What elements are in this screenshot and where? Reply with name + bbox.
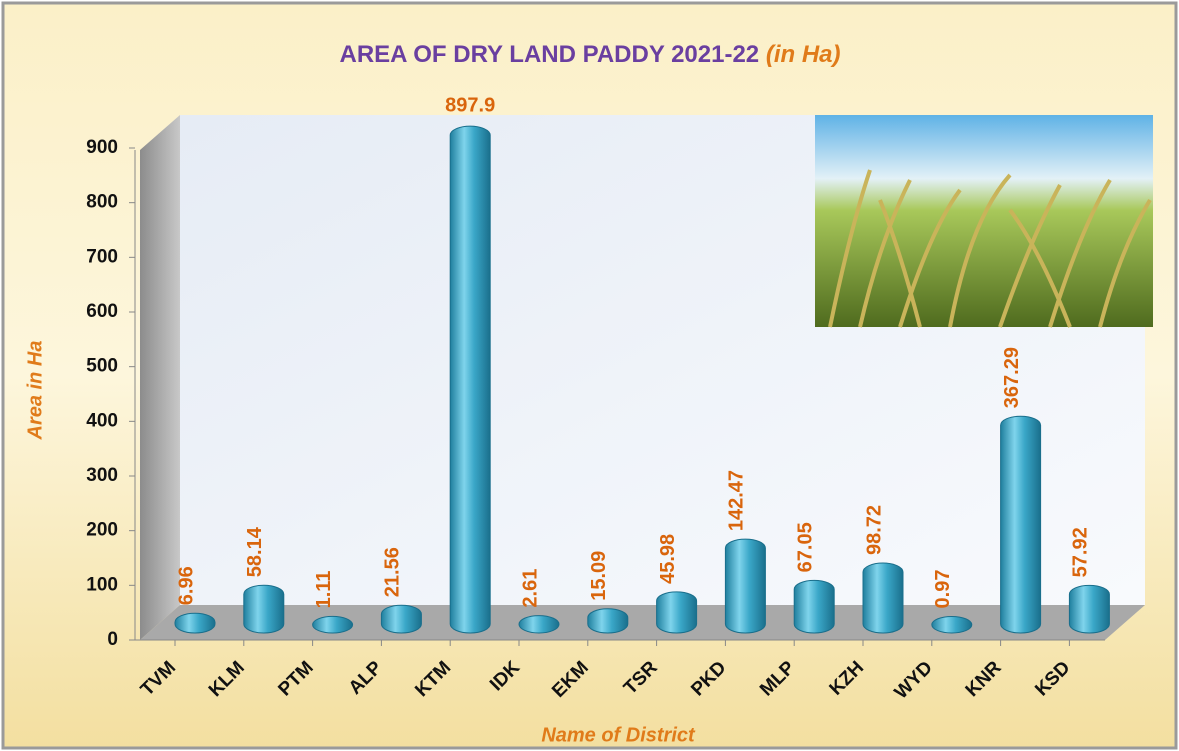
bar	[312, 615, 354, 634]
chart-title: AREA OF DRY LAND PADDY 2021-22 (in Ha)	[339, 41, 840, 68]
photo-bg	[815, 115, 1153, 327]
value-label: 142.47	[726, 470, 748, 531]
value-label: 67.05	[794, 522, 816, 572]
value-label: 1.11	[313, 571, 335, 609]
value-label: 45.98	[657, 534, 679, 584]
bar	[724, 538, 766, 634]
value-label: 15.09	[588, 551, 610, 601]
y-tick-label: 500	[86, 356, 118, 377]
bar	[1068, 584, 1110, 634]
y-tick-label: 100	[86, 574, 118, 595]
y-tick-label: 400	[86, 410, 118, 431]
bar	[931, 615, 973, 634]
value-label: 98.72	[863, 505, 885, 555]
title-suffix: (in Ha)	[766, 41, 841, 68]
value-label: 58.14	[244, 526, 266, 577]
y-axis-title: Area in Ha	[24, 341, 46, 441]
bar	[174, 612, 216, 634]
x-axis-title: Name of District	[541, 724, 696, 746]
y-tick-label: 800	[86, 192, 118, 213]
bar	[243, 584, 285, 634]
value-label: 6.96	[175, 566, 197, 605]
value-label: 897.9	[445, 94, 495, 116]
value-label: 21.56	[382, 547, 404, 597]
bar	[380, 604, 422, 634]
y-tick-label: 0	[107, 629, 118, 650]
y-tick-label: 600	[86, 301, 118, 322]
bar	[656, 591, 698, 634]
floor	[140, 605, 1145, 640]
photo-grass	[828, 169, 1152, 328]
bar	[1000, 415, 1042, 634]
y-tick-label: 700	[86, 246, 118, 267]
value-label: 367.29	[1001, 347, 1023, 408]
bar	[518, 615, 560, 634]
y-tick-label: 900	[86, 137, 118, 158]
value-label: 57.92	[1070, 527, 1092, 577]
bar	[587, 608, 629, 634]
y-tick-label: 300	[86, 465, 118, 486]
bar	[862, 562, 904, 634]
bar	[449, 125, 491, 634]
side-wall	[140, 115, 180, 640]
bar	[793, 579, 835, 634]
photo	[815, 115, 1153, 328]
title-main: AREA OF DRY LAND PADDY 2021-22	[339, 41, 759, 68]
y-tick-label: 200	[86, 520, 118, 541]
value-label: 2.61	[519, 569, 541, 608]
value-label: 0.97	[932, 570, 954, 609]
